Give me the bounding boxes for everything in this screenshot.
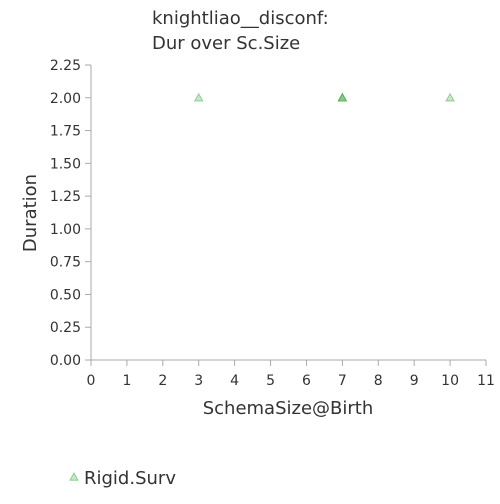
data-points	[193, 92, 455, 102]
data-point-triangle	[337, 92, 348, 102]
axes	[85, 65, 486, 366]
x-tick-label: 4	[230, 373, 239, 389]
y-tick-label: 0.25	[50, 320, 81, 336]
x-tick-label: 9	[410, 373, 419, 389]
x-tick-label: 11	[477, 373, 495, 389]
chart-title: knightliao__disconf: Dur over Sc.Size	[152, 8, 329, 54]
legend-label: Rigid.Surv	[84, 468, 176, 489]
y-tick-label: 1.25	[50, 189, 81, 205]
y-axis-ticks: 0.00 0.25 0.50 0.75 1.00 1.25 1.50 1.75 2.00 2.25	[50, 58, 91, 369]
y-tick-label: 2.25	[50, 58, 81, 74]
chart-title-line-2: Dur over Sc.Size	[152, 33, 300, 54]
y-tick-label: 1.50	[50, 156, 81, 172]
x-tick-label: 2	[158, 373, 167, 389]
data-point-triangle	[193, 92, 204, 102]
x-axis-ticks: 0 1 2 3 4 5 6 7 8 9 10 11	[87, 360, 495, 389]
x-tick-label: 8	[374, 373, 383, 389]
y-axis-title: Duration	[20, 174, 41, 252]
chart-title-line-1: knightliao__disconf:	[152, 8, 329, 29]
legend: Rigid.Surv	[69, 468, 176, 489]
y-tick-label: 0.50	[50, 287, 81, 303]
x-tick-label: 0	[87, 373, 96, 389]
legend-marker-triangle	[69, 471, 79, 481]
x-axis-title: SchemaSize@Birth	[203, 398, 374, 419]
data-point-triangle	[445, 92, 455, 102]
y-tick-label: 2.00	[50, 91, 81, 107]
x-tick-label: 5	[266, 373, 275, 389]
y-tick-label: 0.75	[50, 255, 81, 271]
y-tick-label: 0.00	[50, 353, 81, 369]
x-tick-label: 3	[194, 373, 203, 389]
x-tick-label: 6	[302, 373, 311, 389]
y-tick-label: 1.75	[50, 124, 81, 140]
x-tick-label: 10	[441, 373, 459, 389]
y-tick-label: 1.00	[50, 222, 81, 238]
x-tick-label: 7	[338, 373, 347, 389]
x-tick-label: 1	[122, 373, 131, 389]
